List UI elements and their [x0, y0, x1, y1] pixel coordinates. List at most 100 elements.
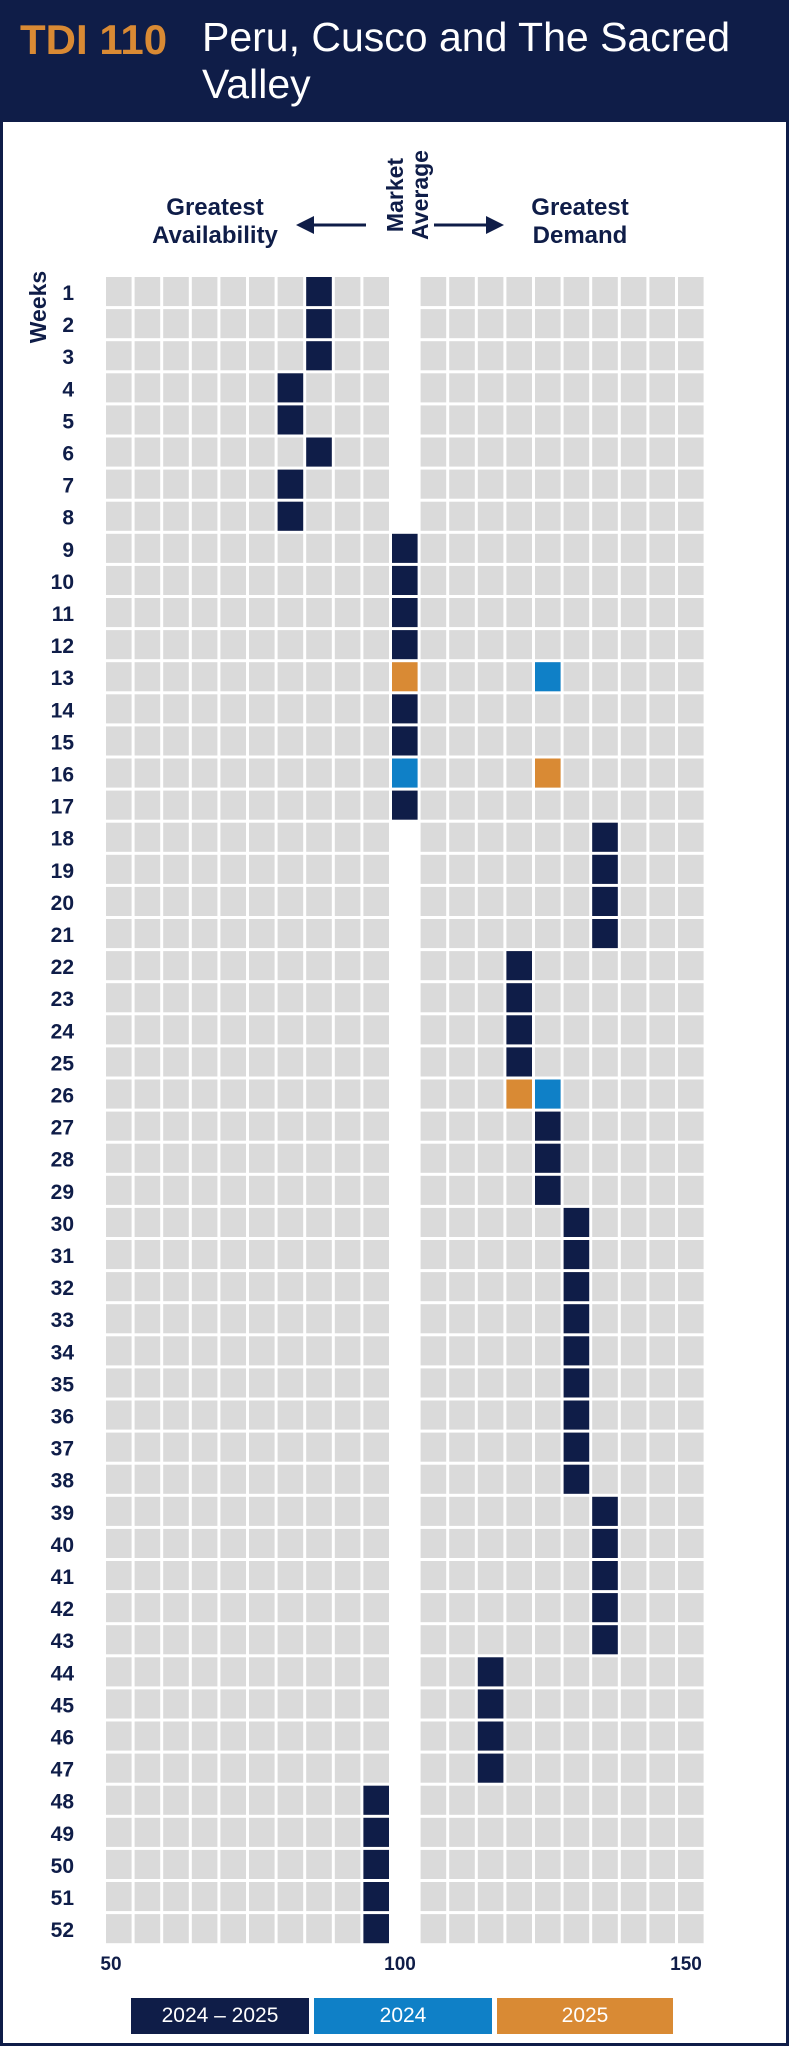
grid-cell [306, 1432, 332, 1462]
grid-cell [134, 1657, 161, 1687]
grid-cell [220, 630, 246, 660]
grid-cell [249, 1528, 275, 1558]
grid-cell [191, 1817, 218, 1847]
grid-cell [363, 726, 389, 756]
grid-cell [191, 726, 218, 756]
grid-cell [163, 790, 189, 820]
grid-cell [106, 758, 132, 788]
grid-cell [134, 1914, 161, 1944]
grid-cell [649, 1143, 675, 1173]
week-label: 22 [51, 956, 74, 979]
grid-cell [620, 1240, 647, 1270]
grid-cell [563, 1849, 590, 1879]
grid-cell [106, 469, 132, 499]
grid-cell [420, 1336, 447, 1366]
grid-cell [134, 1528, 161, 1558]
grid-cell [620, 373, 647, 403]
grid-cell [106, 1882, 132, 1912]
grid-cell [306, 1561, 332, 1591]
grid-cell [506, 1753, 532, 1783]
grid-cell [420, 854, 447, 884]
grid-cell [678, 1689, 704, 1719]
grid-cell [334, 533, 361, 563]
grid-cell [249, 1047, 275, 1077]
grid-cell [506, 405, 532, 435]
grid-cell [535, 790, 561, 820]
grid-cell [220, 598, 246, 628]
grid-cell [620, 694, 647, 724]
grid-cell [163, 1625, 189, 1655]
grid-cell [477, 1817, 504, 1847]
grid-cell [191, 694, 218, 724]
grid-cell [363, 1240, 389, 1270]
grid-cell [420, 1625, 447, 1655]
week-52-marker [363, 1914, 389, 1944]
grid-cell [449, 1528, 475, 1558]
grid-cell [363, 565, 389, 595]
grid-cell [449, 1240, 475, 1270]
grid-cell [163, 694, 189, 724]
grid-cell [592, 1304, 618, 1334]
grid-cell [620, 1368, 647, 1398]
grid-cell [106, 533, 132, 563]
grid-cell [649, 1272, 675, 1302]
grid-cell [449, 854, 475, 884]
grid-cell [420, 1143, 447, 1173]
week-label: 47 [51, 1759, 74, 1782]
week-3-marker [306, 341, 332, 371]
grid-cell [249, 1753, 275, 1783]
grid-cell [477, 1272, 504, 1302]
grid-cell [678, 1240, 704, 1270]
grid-cell [334, 1304, 361, 1334]
week-21-marker [592, 919, 618, 949]
grid-cell [535, 1689, 561, 1719]
grid-cell [420, 662, 447, 692]
grid-cell [334, 1047, 361, 1077]
grid-cell [220, 501, 246, 531]
grid-cell [678, 598, 704, 628]
grid-cell [563, 854, 590, 884]
grid-cell [363, 886, 389, 916]
grid-cell [306, 1914, 332, 1944]
grid-cell [620, 822, 647, 852]
week-15-marker [392, 726, 418, 756]
x-tick-label: 100 [384, 1954, 416, 1975]
grid-cell [134, 854, 161, 884]
grid-cell [449, 1015, 475, 1045]
grid-cell [420, 1111, 447, 1141]
grid-cell [249, 1593, 275, 1623]
grid-cell [449, 1496, 475, 1526]
grid-cell [191, 1432, 218, 1462]
grid-cell [449, 1143, 475, 1173]
grid-cell [277, 1817, 304, 1847]
grid-cell [134, 1464, 161, 1494]
grid-cell [449, 1882, 475, 1912]
grid-cell [620, 277, 647, 307]
grid-cell [477, 1368, 504, 1398]
grid-cell [678, 1143, 704, 1173]
grid-cell [592, 1240, 618, 1270]
week-label: 46 [51, 1727, 74, 1750]
grid-cell [678, 469, 704, 499]
grid-cell [420, 405, 447, 435]
grid-cell [334, 1272, 361, 1302]
grid-cell [163, 630, 189, 660]
grid-cell [106, 501, 132, 531]
grid-cell [620, 341, 647, 371]
grid-cell [249, 1625, 275, 1655]
grid-cell [334, 1849, 361, 1879]
grid-cell [249, 1432, 275, 1462]
grid-cell [363, 1657, 389, 1687]
grid-cell [449, 1400, 475, 1430]
grid-cell [191, 1625, 218, 1655]
grid-cell [106, 565, 132, 595]
grid-cell [249, 630, 275, 660]
grid-cell [620, 565, 647, 595]
grid-cell [134, 886, 161, 916]
week-36-marker [563, 1400, 590, 1430]
grid-cell [420, 1721, 447, 1751]
grid-cell [191, 951, 218, 981]
grid-cell [106, 1240, 132, 1270]
grid-cell [191, 1111, 218, 1141]
grid-cell [106, 1272, 132, 1302]
